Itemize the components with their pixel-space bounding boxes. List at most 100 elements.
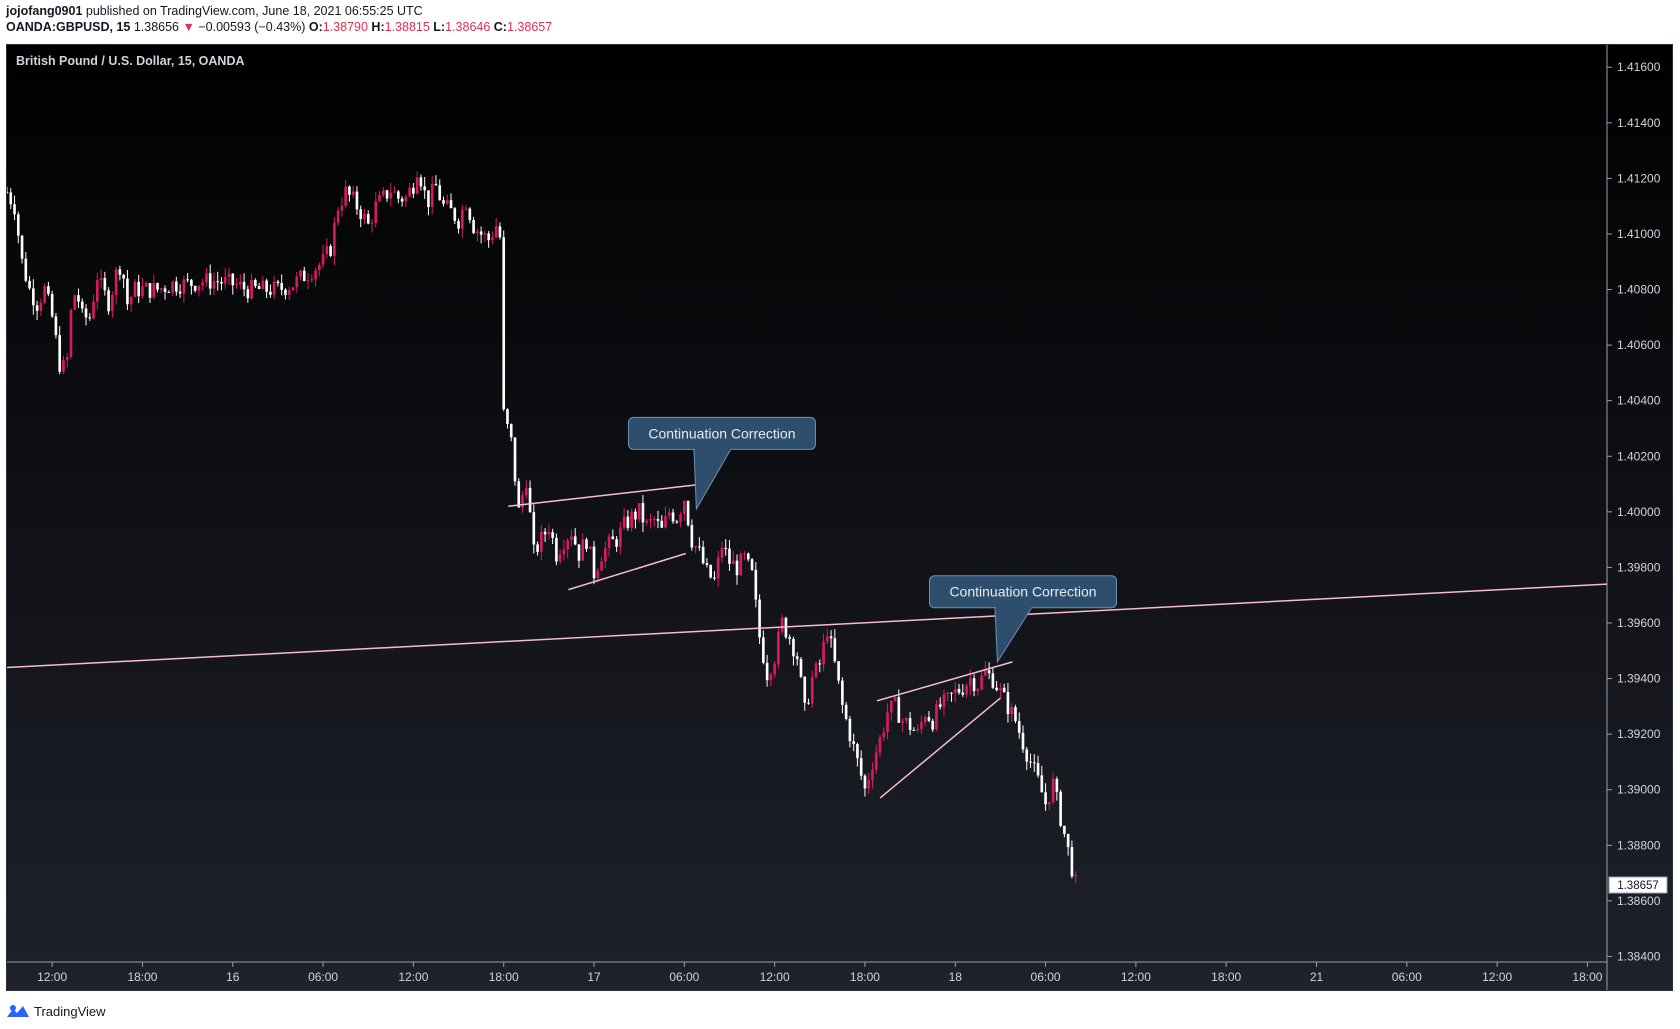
candle-body — [543, 531, 547, 535]
candle-body — [1029, 761, 1032, 763]
candle-body — [822, 641, 825, 665]
candle-body — [810, 677, 814, 704]
candle-body — [660, 520, 664, 528]
candle-body — [1066, 833, 1070, 848]
price-tick-label: 1.38600 — [1617, 894, 1661, 908]
candle-body — [65, 357, 69, 361]
candle-body — [430, 184, 434, 208]
candle-body — [743, 553, 746, 555]
time-tick-label: 12:00 — [1482, 970, 1512, 984]
candle-body — [705, 563, 709, 565]
candle-body — [585, 539, 588, 549]
candle-body — [829, 636, 833, 639]
time-tick-label: 06:00 — [669, 970, 699, 984]
candle-body — [88, 317, 92, 319]
candle-body — [502, 237, 506, 410]
candles-layer — [5, 171, 1077, 884]
candle-body — [460, 209, 464, 229]
candle-body — [159, 288, 163, 290]
candle-body — [205, 273, 208, 283]
candle-body — [370, 222, 374, 224]
candle-body — [99, 278, 103, 281]
candle-body — [615, 539, 618, 547]
candle-body — [261, 280, 265, 289]
candle-body — [1002, 687, 1006, 693]
time-tick-label: 06:00 — [1392, 970, 1422, 984]
candle-body — [513, 437, 517, 482]
candle-body — [603, 548, 607, 562]
candle-body — [762, 637, 765, 663]
price-chart[interactable]: British Pound / U.S. Dollar, 15, OANDA 1… — [5, 45, 1672, 990]
candle-body — [144, 283, 148, 287]
price-tick-label: 1.41000 — [1617, 227, 1661, 241]
candle-body — [201, 282, 204, 286]
candle-body — [464, 208, 468, 210]
time-tick-label: 18:00 — [127, 970, 157, 984]
candle-body — [965, 685, 968, 695]
candle-body — [524, 487, 528, 496]
candle-body — [1014, 707, 1017, 722]
candle-body — [607, 536, 611, 549]
candle-body — [73, 295, 77, 310]
candle-body — [807, 702, 810, 704]
candle-body — [769, 674, 773, 681]
published-text: published on TradingView.com, June 18, 2… — [82, 4, 423, 18]
candle-body — [976, 688, 980, 691]
candle-body — [1010, 707, 1014, 715]
price-tick-label: 1.39800 — [1617, 560, 1661, 574]
candle-body — [698, 546, 701, 548]
candle-body — [701, 546, 705, 564]
candle-body — [472, 220, 475, 234]
candle-body — [991, 673, 995, 688]
callout: Continuation Correction — [627, 416, 816, 511]
close-value: 1.38657 — [506, 20, 553, 34]
candle-body — [690, 525, 694, 548]
candle-body — [156, 283, 159, 290]
price-tick-label: 1.40600 — [1617, 338, 1661, 352]
candle-body — [344, 186, 347, 206]
candle-body — [442, 200, 445, 204]
candle-body — [491, 237, 494, 241]
candle-body — [216, 281, 220, 283]
last-price: 1.38656 — [133, 20, 179, 34]
candle-body — [314, 270, 317, 280]
candle-body — [1074, 874, 1077, 877]
candle-body — [735, 560, 739, 576]
candle-body — [498, 226, 502, 238]
candle-body — [780, 617, 784, 632]
candle-body — [630, 511, 633, 528]
candle-body — [235, 284, 238, 286]
candle-body — [272, 281, 276, 295]
candle-body — [905, 718, 908, 721]
trendline — [508, 483, 704, 508]
time-tick-label: 18 — [949, 970, 963, 984]
chart-frame[interactable]: British Pound / U.S. Dollar, 15, OANDA 1… — [5, 44, 1673, 991]
candle-body — [280, 283, 284, 290]
price-tick-label: 1.39200 — [1617, 727, 1661, 741]
price-tick-label: 1.41400 — [1617, 116, 1661, 130]
candle-body — [946, 692, 950, 695]
time-tick-label: 18:00 — [1572, 970, 1602, 984]
callout-joint — [995, 604, 1032, 609]
candle-body — [220, 282, 223, 284]
candle-body — [295, 276, 299, 288]
candle-body — [141, 286, 144, 297]
candle-body — [709, 564, 712, 578]
candle-body — [893, 697, 897, 701]
price-tick-label: 1.38800 — [1617, 838, 1661, 852]
candle-body — [50, 293, 54, 317]
candle-body — [799, 659, 803, 677]
candle-body — [987, 670, 991, 674]
author-name[interactable]: jojofang0901 — [6, 4, 83, 18]
candle-body — [724, 548, 728, 550]
candle-body — [1017, 721, 1021, 733]
candle-body — [739, 553, 743, 576]
candle-body — [397, 191, 400, 199]
candle-body — [400, 198, 404, 202]
open-value: 1.38790 — [322, 20, 368, 34]
trendlines-layer — [6, 483, 1608, 799]
time-tick-label: 18:00 — [850, 970, 880, 984]
candle-body — [1025, 749, 1029, 762]
footer-brand[interactable]: TradingView — [34, 1003, 106, 1019]
candle-body — [795, 656, 799, 660]
